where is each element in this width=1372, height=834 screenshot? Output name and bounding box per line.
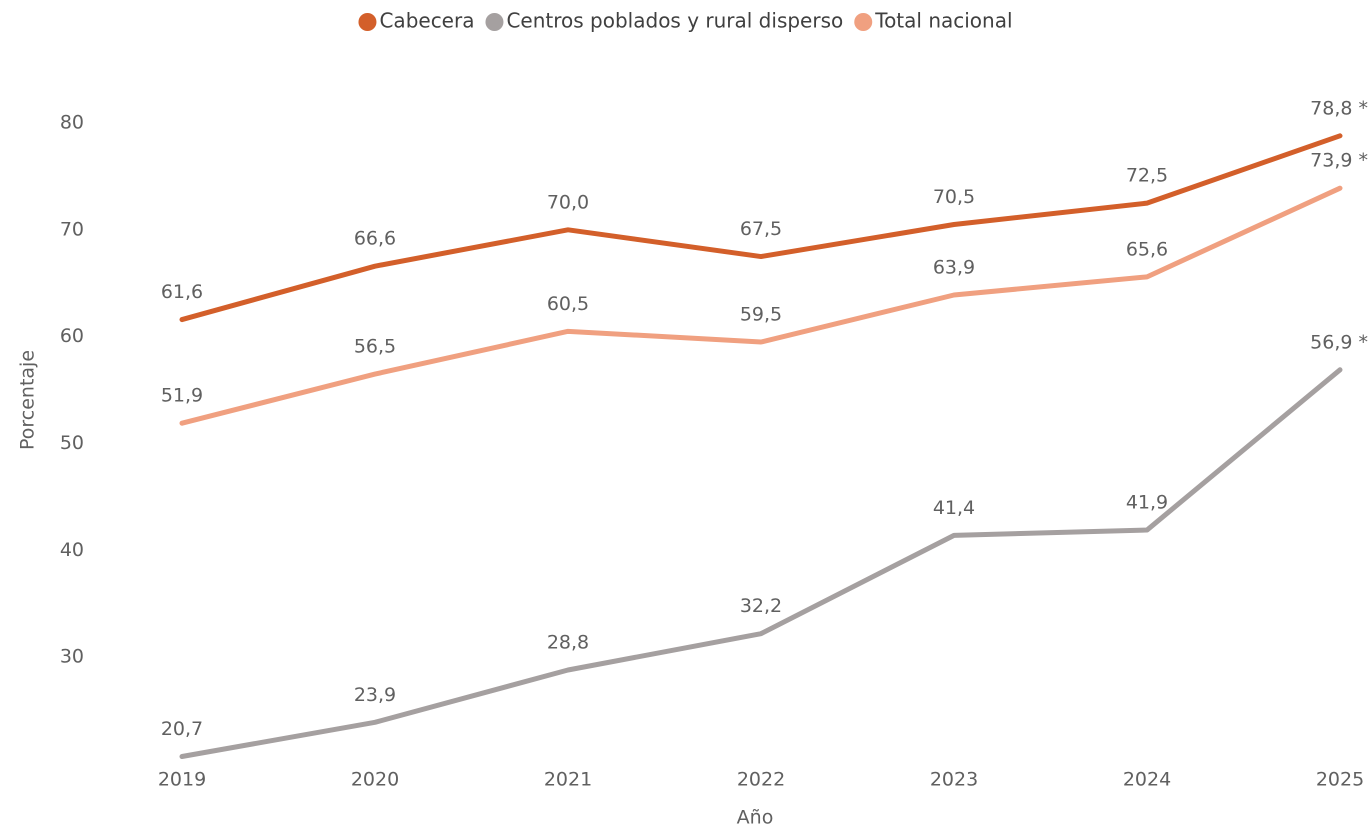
data-label: 41,4 — [933, 497, 975, 519]
x-tick-label: 2025 — [1316, 769, 1364, 791]
data-label: 65,6 — [1126, 238, 1168, 260]
x-tick-label: 2020 — [351, 769, 399, 791]
y-tick-label: 30 — [60, 646, 84, 668]
data-label: 28,8 — [547, 631, 589, 653]
data-label: 56,9 * — [1310, 331, 1368, 353]
data-label: 73,9 * — [1310, 150, 1368, 172]
y-tick-label: 70 — [60, 218, 84, 240]
legend-label: Cabecera — [379, 9, 474, 33]
legend: Cabecera Centros poblados y rural dispers… — [358, 9, 1013, 33]
data-label: 63,9 — [933, 257, 975, 279]
legend-marker — [854, 13, 873, 31]
data-label: 60,5 — [547, 293, 589, 315]
data-label: 56,5 — [354, 336, 396, 358]
x-tick-label: 2021 — [544, 769, 592, 791]
series-line — [179, 185, 1343, 426]
y-tick-label: 40 — [60, 539, 84, 561]
x-tick-label: 2024 — [1123, 769, 1171, 791]
data-label: 78,8 * — [1310, 97, 1368, 119]
legend-marker — [358, 13, 377, 31]
x-tick-label: 2019 — [158, 769, 206, 791]
data-label: 20,7 — [161, 718, 203, 740]
x-tick-label: 2023 — [930, 769, 978, 791]
data-label: 41,9 — [1126, 492, 1168, 514]
data-label: 72,5 — [1126, 165, 1168, 187]
data-label: 32,2 — [740, 595, 782, 617]
x-tick-label: 2022 — [737, 769, 785, 791]
data-label: 61,6 — [161, 281, 203, 303]
legend-label: Centros poblados y rural disperso — [506, 9, 843, 33]
y-tick-label: 50 — [60, 432, 84, 454]
data-label: 23,9 — [354, 684, 396, 706]
legend-marker — [485, 13, 504, 31]
data-label: 70,0 — [547, 191, 589, 213]
legend-label: Total nacional — [874, 9, 1012, 33]
data-label: 67,5 — [740, 218, 782, 240]
data-label: 51,9 — [161, 385, 203, 407]
y-axis-title: Porcentaje — [17, 350, 39, 450]
data-label: 66,6 — [354, 228, 396, 250]
data-label: 59,5 — [740, 304, 782, 326]
series-line — [179, 367, 1343, 760]
x-axis-title: Año — [737, 807, 774, 829]
data-label: 70,5 — [933, 186, 975, 208]
y-tick-label: 80 — [60, 112, 84, 134]
series-line — [179, 133, 1343, 323]
y-tick-label: 60 — [60, 325, 84, 347]
